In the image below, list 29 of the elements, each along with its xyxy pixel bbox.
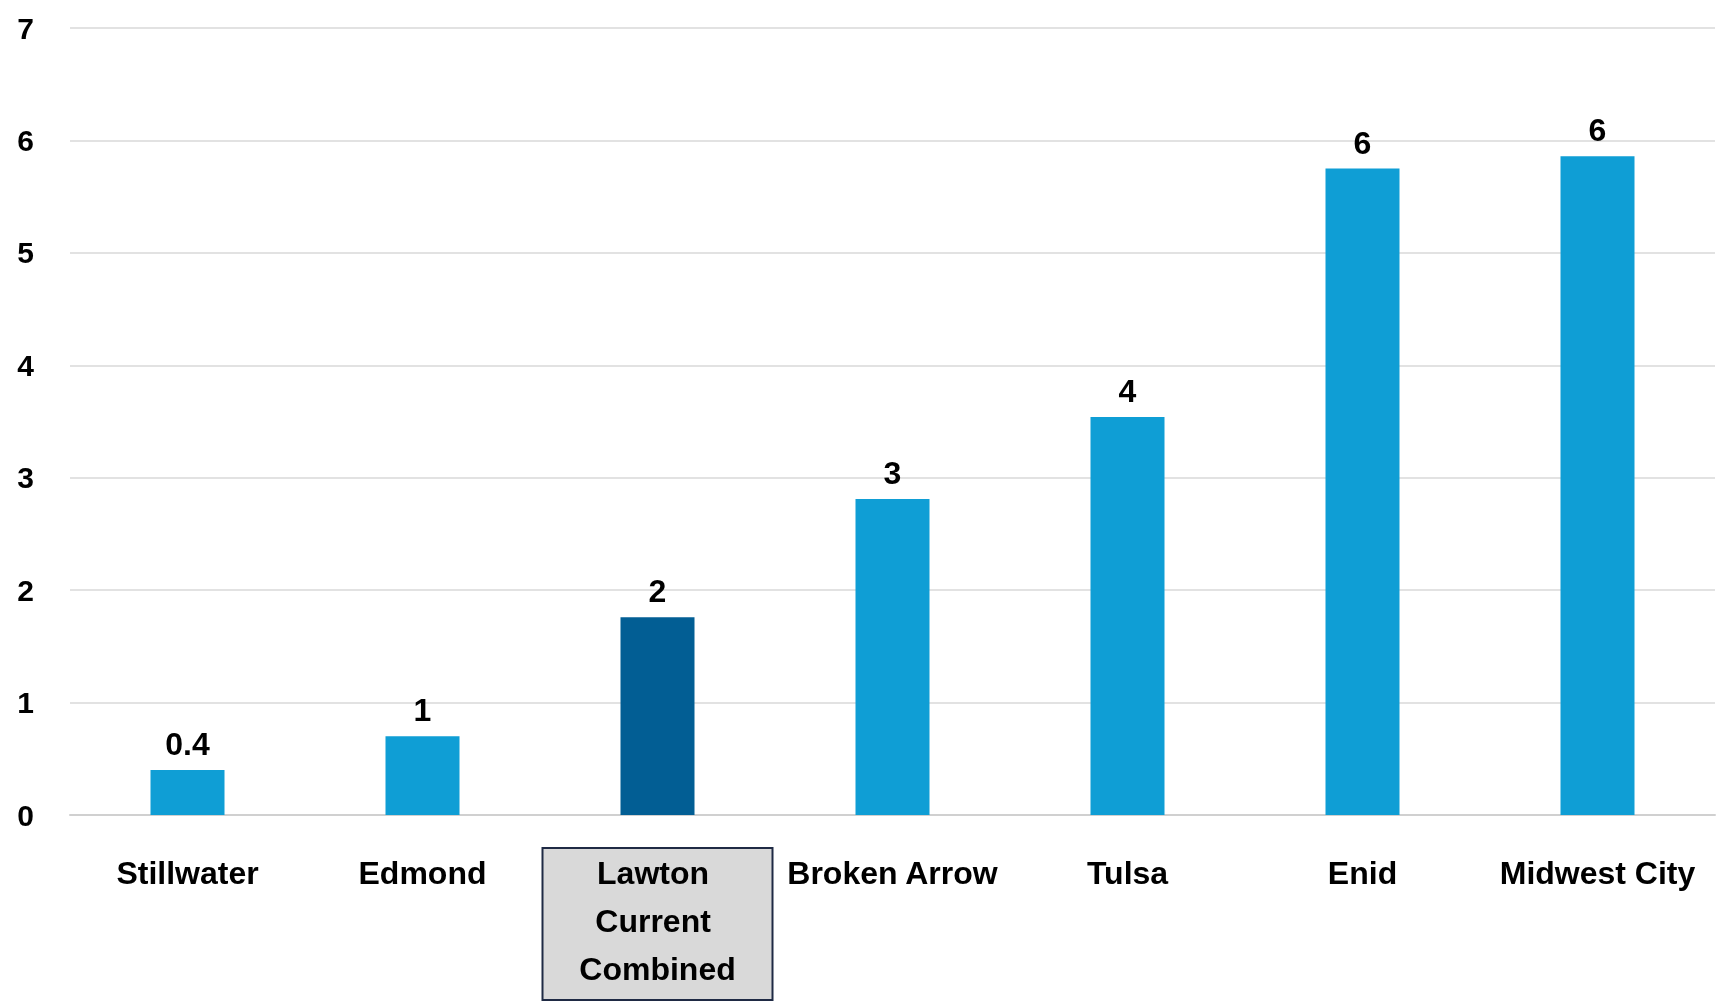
data-label: 6 bbox=[1353, 124, 1372, 161]
y-tick-label: 6 bbox=[17, 123, 34, 157]
data-label: 4 bbox=[1118, 373, 1137, 409]
x-tick-label: Midwest City bbox=[1499, 855, 1696, 891]
bar bbox=[855, 499, 930, 815]
y-tick-label: 3 bbox=[17, 461, 34, 495]
data-label: 3 bbox=[883, 455, 902, 492]
bar bbox=[1325, 168, 1400, 815]
y-tick-label: 4 bbox=[17, 348, 35, 382]
x-tick-label: Edmond bbox=[358, 855, 487, 891]
bar bbox=[1560, 156, 1635, 815]
y-tick-label: 0 bbox=[17, 798, 34, 832]
x-tick-label: Stillwater bbox=[116, 855, 259, 891]
bar bbox=[385, 736, 460, 815]
data-label: 1 bbox=[413, 692, 432, 729]
data-label: 6 bbox=[1588, 112, 1607, 149]
data-label: 0.4 bbox=[165, 726, 210, 763]
x-tick-label: Lawton Current Combined bbox=[579, 855, 736, 987]
x-tick-label: Tulsa bbox=[1086, 855, 1169, 891]
y-tick-label: 1 bbox=[17, 686, 34, 720]
y-tick-label: 2 bbox=[17, 573, 34, 607]
y-tick-label: 5 bbox=[17, 236, 34, 270]
x-tick-label: Enid bbox=[1327, 855, 1398, 891]
bar bbox=[620, 617, 695, 815]
bar bbox=[150, 770, 225, 815]
bar bbox=[1090, 417, 1165, 815]
data-label: 2 bbox=[648, 573, 667, 610]
x-tick-label: Broken Arrow bbox=[787, 855, 998, 891]
y-tick-label: 7 bbox=[17, 11, 34, 45]
